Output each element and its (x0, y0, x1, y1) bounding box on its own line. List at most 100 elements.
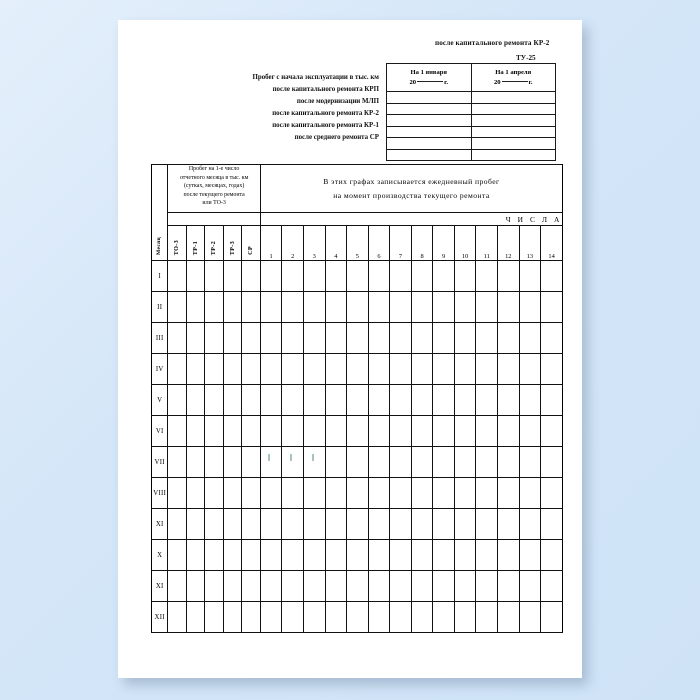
cell-XII-day-3[interactable] (302, 601, 326, 633)
cell-VII-day-7[interactable] (389, 446, 412, 478)
cell-I-ТР-2[interactable] (204, 260, 224, 292)
cell-VII-day-14[interactable] (540, 446, 563, 478)
cell-XII-ТО-3[interactable] (167, 601, 187, 633)
cell-XI-day-6[interactable] (367, 508, 391, 540)
cell-II-day-5[interactable] (346, 291, 369, 323)
cell-II-day-6[interactable] (367, 291, 391, 323)
cell-IV-day-4[interactable] (324, 353, 348, 385)
cell-III-ТР-3[interactable] (222, 322, 243, 354)
cell-II-day-1[interactable] (259, 291, 283, 323)
cell-VII-day-12[interactable] (497, 446, 520, 478)
cell-VI-ТО-3[interactable] (167, 415, 187, 447)
value-cell-jan-1[interactable] (386, 102, 472, 115)
cell-XI-day-4[interactable] (324, 570, 348, 602)
cell-II-day-4[interactable] (324, 291, 348, 323)
cell-VI-day-11[interactable] (475, 415, 499, 447)
cell-XI-ТР-1[interactable] (185, 570, 206, 602)
cell-VII-day-5[interactable] (346, 446, 369, 478)
cell-VII-ТР-3[interactable] (222, 446, 243, 478)
cell-XI-day-8[interactable] (410, 570, 434, 602)
cell-XII-ТР-1[interactable] (185, 601, 206, 633)
cell-V-day-13[interactable] (518, 384, 542, 416)
cell-IV-СР[interactable] (241, 353, 261, 385)
cell-I-ТР-1[interactable] (185, 260, 206, 292)
cell-III-day-6[interactable] (367, 322, 391, 354)
cell-VIII-day-3[interactable] (302, 477, 326, 509)
cell-I-day-11[interactable] (475, 260, 499, 292)
cell-VII-СР[interactable] (241, 446, 261, 478)
cell-VII-ТР-2[interactable] (204, 446, 224, 478)
april-year-blank[interactable] (501, 80, 528, 82)
cell-I-day-8[interactable] (410, 260, 434, 292)
cell-XII-day-8[interactable] (410, 601, 434, 633)
cell-VIII-day-7[interactable] (389, 477, 412, 509)
cell-XI-day-3[interactable] (302, 508, 326, 540)
cell-XI-day-10[interactable] (453, 508, 477, 540)
cell-III-day-12[interactable] (497, 322, 520, 354)
cell-II-day-14[interactable] (540, 291, 563, 323)
cell-X-day-5[interactable] (346, 539, 369, 571)
cell-XI-day-6[interactable] (367, 570, 391, 602)
cell-III-day-3[interactable] (302, 322, 326, 354)
cell-IV-day-9[interactable] (432, 353, 455, 385)
cell-VI-day-8[interactable] (410, 415, 434, 447)
cell-IV-ТР-3[interactable] (222, 353, 243, 385)
cell-III-day-14[interactable] (540, 322, 563, 354)
cell-V-day-12[interactable] (497, 384, 520, 416)
cell-VII-day-8[interactable] (410, 446, 434, 478)
cell-XII-day-1[interactable] (259, 601, 283, 633)
cell-X-day-7[interactable] (389, 539, 412, 571)
cell-I-day-2[interactable] (281, 260, 304, 292)
cell-IV-day-11[interactable] (475, 353, 499, 385)
cell-I-day-1[interactable] (259, 260, 283, 292)
cell-IV-day-7[interactable] (389, 353, 412, 385)
cell-VIII-day-5[interactable] (346, 477, 369, 509)
cell-II-СР[interactable] (241, 291, 261, 323)
cell-X-ТР-1[interactable] (185, 539, 206, 571)
cell-VI-day-3[interactable] (302, 415, 326, 447)
cell-XII-day-2[interactable] (281, 601, 304, 633)
cell-VIII-day-13[interactable] (518, 477, 542, 509)
value-cell-apr-2[interactable] (470, 114, 556, 127)
cell-XI-day-12[interactable] (497, 508, 520, 540)
cell-VII-day-2[interactable] (281, 446, 304, 478)
cell-XII-day-6[interactable] (367, 601, 391, 633)
cell-VIII-day-8[interactable] (410, 477, 434, 509)
cell-IV-ТР-2[interactable] (204, 353, 224, 385)
cell-VIII-day-10[interactable] (453, 477, 477, 509)
cell-III-day-5[interactable] (346, 322, 369, 354)
cell-VI-day-1[interactable] (259, 415, 283, 447)
cell-VIII-day-14[interactable] (540, 477, 563, 509)
cell-VII-ТР-1[interactable] (185, 446, 206, 478)
cell-IV-day-13[interactable] (518, 353, 542, 385)
cell-XI-day-13[interactable] (518, 508, 542, 540)
cell-XII-day-12[interactable] (497, 601, 520, 633)
cell-V-ТР-1[interactable] (185, 384, 206, 416)
cell-VI-day-13[interactable] (518, 415, 542, 447)
cell-XI-day-3[interactable] (302, 570, 326, 602)
cell-I-ТР-3[interactable] (222, 260, 243, 292)
cell-XII-ТР-3[interactable] (222, 601, 243, 633)
value-cell-apr-3[interactable] (470, 125, 556, 138)
cell-II-ТР-3[interactable] (222, 291, 243, 323)
cell-I-day-3[interactable] (302, 260, 326, 292)
cell-V-ТР-3[interactable] (222, 384, 243, 416)
cell-XI-day-4[interactable] (324, 508, 348, 540)
cell-VI-day-10[interactable] (453, 415, 477, 447)
cell-VI-day-5[interactable] (346, 415, 369, 447)
cell-XII-day-4[interactable] (324, 601, 348, 633)
value-cell-jan-5[interactable] (386, 148, 472, 161)
cell-I-day-14[interactable] (540, 260, 563, 292)
cell-II-day-7[interactable] (389, 291, 412, 323)
value-cell-jan-3[interactable] (386, 125, 472, 138)
cell-III-day-13[interactable] (518, 322, 542, 354)
cell-VII-day-6[interactable] (367, 446, 391, 478)
cell-XI-СР[interactable] (241, 508, 261, 540)
cell-VIII-ТР-2[interactable] (204, 477, 224, 509)
cell-X-day-4[interactable] (324, 539, 348, 571)
cell-IV-day-8[interactable] (410, 353, 434, 385)
cell-II-day-9[interactable] (432, 291, 455, 323)
cell-X-day-14[interactable] (540, 539, 563, 571)
cell-V-day-14[interactable] (540, 384, 563, 416)
cell-VII-day-11[interactable] (475, 446, 499, 478)
